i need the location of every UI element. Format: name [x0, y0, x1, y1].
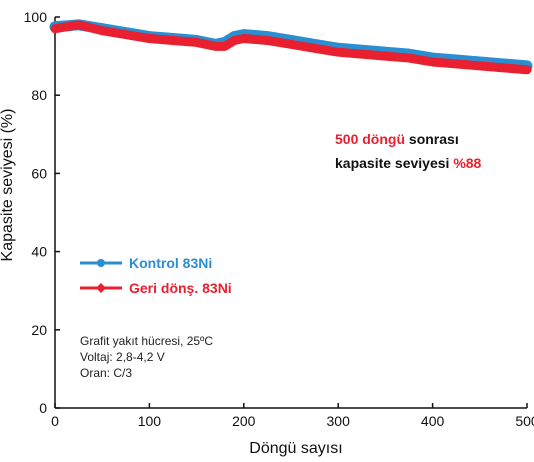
annotation-after: sonrası: [405, 131, 459, 147]
series-layer: [49, 19, 533, 75]
x-axis-title: Döngü sayısı: [249, 440, 342, 457]
annotation-percent: %88: [453, 155, 481, 171]
plot-area: 0 20 40 60 80 100 0 100 200 300 400 500: [24, 9, 534, 429]
x-tick-label: 300: [327, 413, 351, 429]
y-tick-label: 100: [24, 9, 48, 25]
x-tick-label: 500: [515, 413, 534, 429]
data-point-geri: [476, 62, 484, 70]
data-point-geri: [240, 35, 248, 43]
y-tick-label: 20: [31, 322, 47, 338]
data-point-geri: [405, 54, 413, 62]
data-point-geri: [75, 21, 83, 29]
y-tick-label: 40: [31, 244, 47, 260]
y-tick-label: 0: [39, 400, 47, 416]
data-point-geri: [51, 25, 59, 33]
legend-item-kontrol: Kontrol 83Ni: [80, 255, 212, 271]
data-point-geri: [145, 35, 153, 43]
y-tick-label: 60: [31, 165, 47, 181]
data-point-geri: [429, 58, 437, 66]
legend-item-geri: Geri dönş. 83Ni: [80, 280, 232, 296]
note-voltage: Voltaj: 2,8‑4,2 V: [80, 350, 165, 364]
data-point-geri: [263, 36, 271, 44]
data-point-geri: [523, 66, 531, 74]
y-ticks: 0 20 40 60 80 100: [24, 9, 60, 416]
x-tick-label: 100: [138, 413, 162, 429]
data-point-geri: [169, 36, 177, 44]
data-point-geri: [122, 31, 130, 39]
data-point-geri: [193, 38, 201, 46]
data-point-geri: [287, 40, 295, 48]
x-tick-label: 400: [421, 413, 445, 429]
data-point-geri: [221, 42, 229, 50]
data-point-geri: [381, 52, 389, 60]
data-point-geri: [499, 64, 507, 72]
data-point-geri: [452, 60, 460, 68]
data-point-geri: [311, 44, 319, 52]
data-point-geri: [334, 48, 342, 56]
annotation-capacity: kapasite seviyesi: [335, 155, 453, 171]
x-tick-label: 200: [232, 413, 256, 429]
data-point-geri: [358, 50, 366, 58]
y-tick-label: 80: [31, 87, 47, 103]
legend-label-geri: Geri dönş. 83Ni: [129, 280, 232, 296]
data-point-geri: [98, 27, 106, 35]
note-cell: Grafit yakıt hücresi, 25ºC: [80, 334, 213, 348]
legend-marker-kontrol: [97, 259, 105, 267]
conditions-note: Grafit yakıt hücresi, 25ºC Voltaj: 2,8‑4…: [80, 334, 213, 380]
data-point-geri: [211, 42, 219, 50]
legend-marker-geri: [96, 283, 106, 293]
x-tick-label: 0: [51, 413, 59, 429]
data-point-geri: [230, 36, 238, 44]
annotation: 500 döngü sonrası kapasite seviyesi %88: [335, 131, 482, 171]
annotation-line-2: kapasite seviyesi %88: [335, 155, 482, 171]
legend-label-kontrol: Kontrol 83Ni: [129, 255, 212, 271]
annotation-line-1: 500 döngü sonrası: [335, 131, 459, 147]
annotation-cycles: 500 döngü: [335, 131, 405, 147]
y-axis-title: Kapasite seviyesi (%): [0, 109, 16, 262]
legend: Kontrol 83Ni Geri dönş. 83Ni: [80, 255, 232, 296]
x-ticks: 0 100 200 300 400 500: [51, 403, 534, 429]
note-rate: Oran: C/3: [80, 366, 132, 380]
